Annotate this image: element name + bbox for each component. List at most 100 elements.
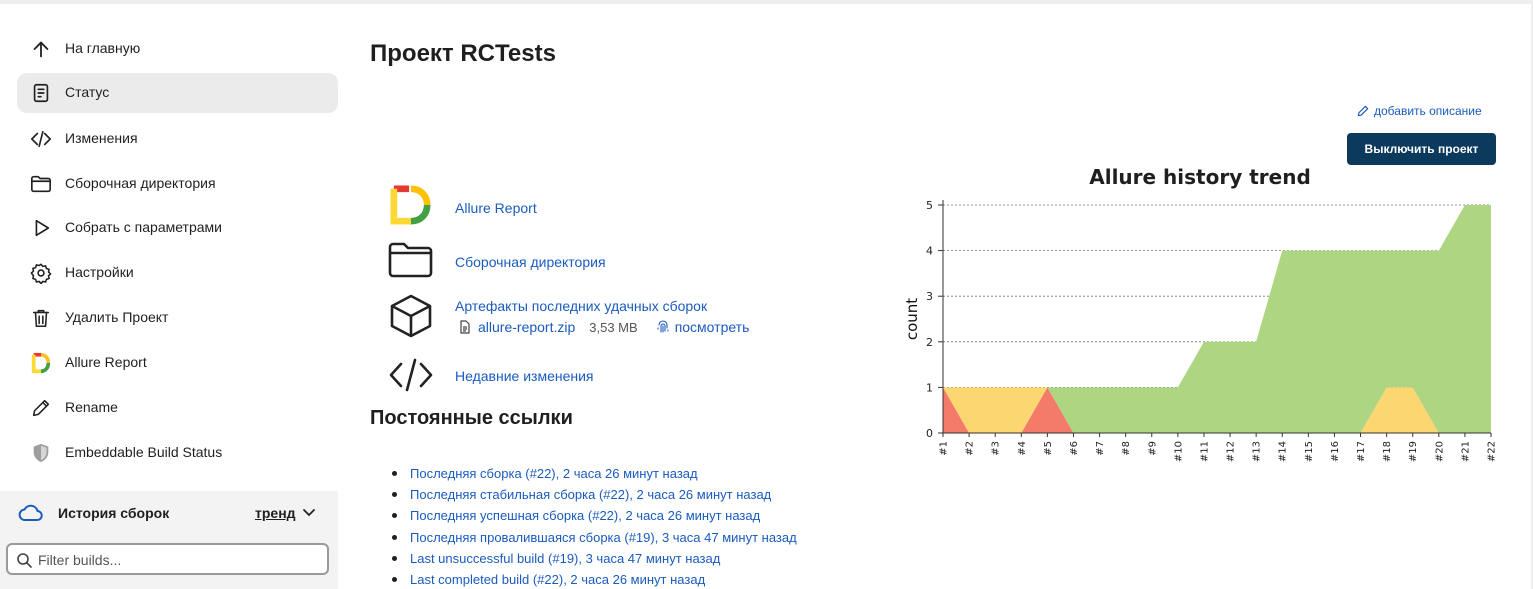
right-scroll-border [1531, 4, 1533, 589]
sidebar-item-label: Embeddable Build Status [65, 444, 223, 460]
permalink-last-completed-build[interactable]: Last completed build (#22), 2 часа 26 ми… [410, 572, 706, 588]
x-tick-label: #22 [1487, 441, 1498, 462]
permalink-last-build[interactable]: Последняя сборка (#22), 2 часа 26 минут … [410, 466, 698, 482]
permalink-last-successful-build[interactable]: Последняя успешная сборка (#22), 2 часа … [410, 508, 761, 524]
y-tick-label: 2 [926, 336, 933, 349]
artifact-entry: allure-report.zip 3,53 MB посмотреть [458, 319, 749, 335]
trend-link[interactable]: тренд [255, 505, 296, 521]
x-tick-label: #14 [1278, 441, 1289, 462]
permalink-last-failed-build[interactable]: Последняя провалившаяся сборка (#19), 3 … [410, 529, 797, 545]
list-item: Последняя успешная сборка (#22), 2 часа … [392, 505, 797, 526]
chart-title: Allure history trend [1089, 165, 1311, 189]
list-item: Last unsuccessful build (#19), 3 часа 47… [392, 548, 797, 569]
x-tick-label: #13 [1252, 441, 1263, 462]
package-box-icon [390, 294, 432, 338]
allure-report-link[interactable]: Allure Report [455, 200, 537, 216]
x-tick-label: #3 [991, 441, 1002, 456]
sidebar-item-delete-project[interactable]: Удалить Проект [17, 298, 338, 338]
series-area-0 [943, 387, 1491, 433]
sidebar-item-settings[interactable]: Настройки [17, 253, 338, 293]
x-tick-label: #1 [939, 441, 950, 456]
sidebar-item-changes[interactable]: Изменения [17, 119, 338, 159]
x-tick-label: #9 [1147, 441, 1158, 456]
sidebar-item-build-with-parameters[interactable]: Собрать с параметрами [17, 208, 338, 248]
x-tick-label: #12 [1226, 441, 1237, 462]
sidebar: На главную Статус Изменения Сборочная ди… [0, 0, 345, 589]
workspace-link[interactable]: Сборочная директория [455, 254, 606, 270]
list-item: Последняя стабильная сборка (#22), 2 час… [392, 484, 797, 505]
sidebar-item-status[interactable]: Статус [17, 73, 338, 113]
sidebar-item-label: Rename [65, 399, 118, 415]
sidebar-item-workspace[interactable]: Сборочная директория [17, 164, 338, 204]
pencil-icon [30, 397, 52, 419]
x-tick-label: #8 [1121, 441, 1132, 456]
cloud-icon [18, 504, 43, 521]
build-history-panel: История сборок тренд [0, 491, 338, 589]
top-border [0, 0, 1533, 4]
folder-icon [388, 242, 433, 278]
x-tick-label: #18 [1382, 441, 1393, 462]
list-item: Last completed build (#22), 2 часа 26 ми… [392, 569, 797, 589]
sidebar-item-rename[interactable]: Rename [17, 388, 338, 428]
artifact-file-link[interactable]: allure-report.zip [478, 319, 576, 335]
recent-changes-link[interactable]: Недавние изменения [455, 368, 594, 384]
sidebar-item-label: Настройки [65, 264, 134, 280]
pencil-icon [1357, 105, 1369, 117]
sidebar-item-embeddable-build-status[interactable]: Embeddable Build Status [17, 433, 338, 473]
x-tick-label: #5 [1043, 441, 1054, 456]
sidebar-item-home[interactable]: На главную [17, 29, 338, 69]
play-icon [30, 217, 52, 239]
trash-icon [30, 307, 52, 329]
shield-icon [30, 442, 52, 464]
x-tick-label: #21 [1460, 441, 1471, 462]
x-tick-label: #16 [1330, 441, 1341, 462]
y-axis-label: count [903, 298, 921, 340]
x-tick-label: #15 [1304, 441, 1315, 462]
list-item: Последняя провалившаяся сборка (#19), 3 … [392, 527, 797, 548]
filter-builds-box [6, 543, 329, 575]
arrow-up-icon [30, 38, 52, 60]
chevron-down-icon[interactable] [302, 505, 316, 519]
artifact-view-link[interactable]: посмотреть [674, 319, 750, 335]
build-history-title: История сборок [58, 505, 170, 521]
permalinks-heading: Постоянные ссылки [370, 407, 573, 429]
code-icon [30, 128, 52, 150]
x-tick-label: #20 [1434, 441, 1445, 462]
disable-project-button[interactable]: Выключить проект [1347, 133, 1496, 165]
sidebar-item-label: Собрать с параметрами [65, 219, 222, 235]
y-tick-label: 4 [926, 245, 933, 258]
permalink-last-stable-build[interactable]: Последняя стабильная сборка (#22), 2 час… [410, 487, 772, 503]
allure-icon [30, 352, 52, 374]
allure-logo-icon [390, 185, 431, 225]
series-area-1 [943, 387, 1491, 433]
document-icon [30, 82, 52, 104]
build-history-header: История сборок тренд [0, 491, 338, 533]
y-tick-label: 5 [926, 199, 933, 212]
artifacts-link[interactable]: Артефакты последних удачных сборок [455, 298, 708, 314]
x-tick-label: #17 [1356, 441, 1367, 462]
sidebar-item-label: На главную [65, 40, 141, 56]
permalink-last-unsuccessful-build[interactable]: Last unsuccessful build (#19), 3 часа 47… [410, 550, 721, 566]
x-tick-label: #4 [1017, 441, 1028, 456]
allure-history-trend-chart[interactable]: 0 1 2 3 4 5 #1 #2 #3 #4 #5 #6 #7 #8 #9 #10 #11 #12 #13 #14 #… [900, 190, 1500, 470]
list-item: Последняя сборка (#22), 2 часа 26 минут … [392, 463, 797, 484]
sidebar-item-label: Сборочная директория [65, 175, 216, 191]
y-tick-label: 3 [926, 290, 933, 303]
x-tick-label: #10 [1173, 441, 1184, 462]
file-icon [460, 320, 470, 334]
search-icon [17, 553, 32, 568]
sidebar-item-label: Удалить Проект [65, 309, 169, 325]
folder-icon [30, 173, 52, 195]
y-tick-label: 0 [926, 427, 933, 440]
y-tick-label: 1 [926, 381, 933, 394]
filter-builds-input[interactable] [38, 549, 318, 571]
artifact-file-size: 3,53 MB [589, 319, 638, 335]
add-description-label: добавить описание [1374, 104, 1482, 118]
sidebar-item-label: Статус [65, 84, 110, 100]
add-description-link[interactable]: добавить описание [1356, 104, 1482, 118]
code-icon [389, 358, 433, 392]
x-tick-label: #2 [965, 441, 976, 456]
page-title: Проект RCTests [370, 40, 556, 67]
series-area-2 [943, 205, 1491, 433]
sidebar-item-allure-report[interactable]: Allure Report [17, 343, 338, 383]
